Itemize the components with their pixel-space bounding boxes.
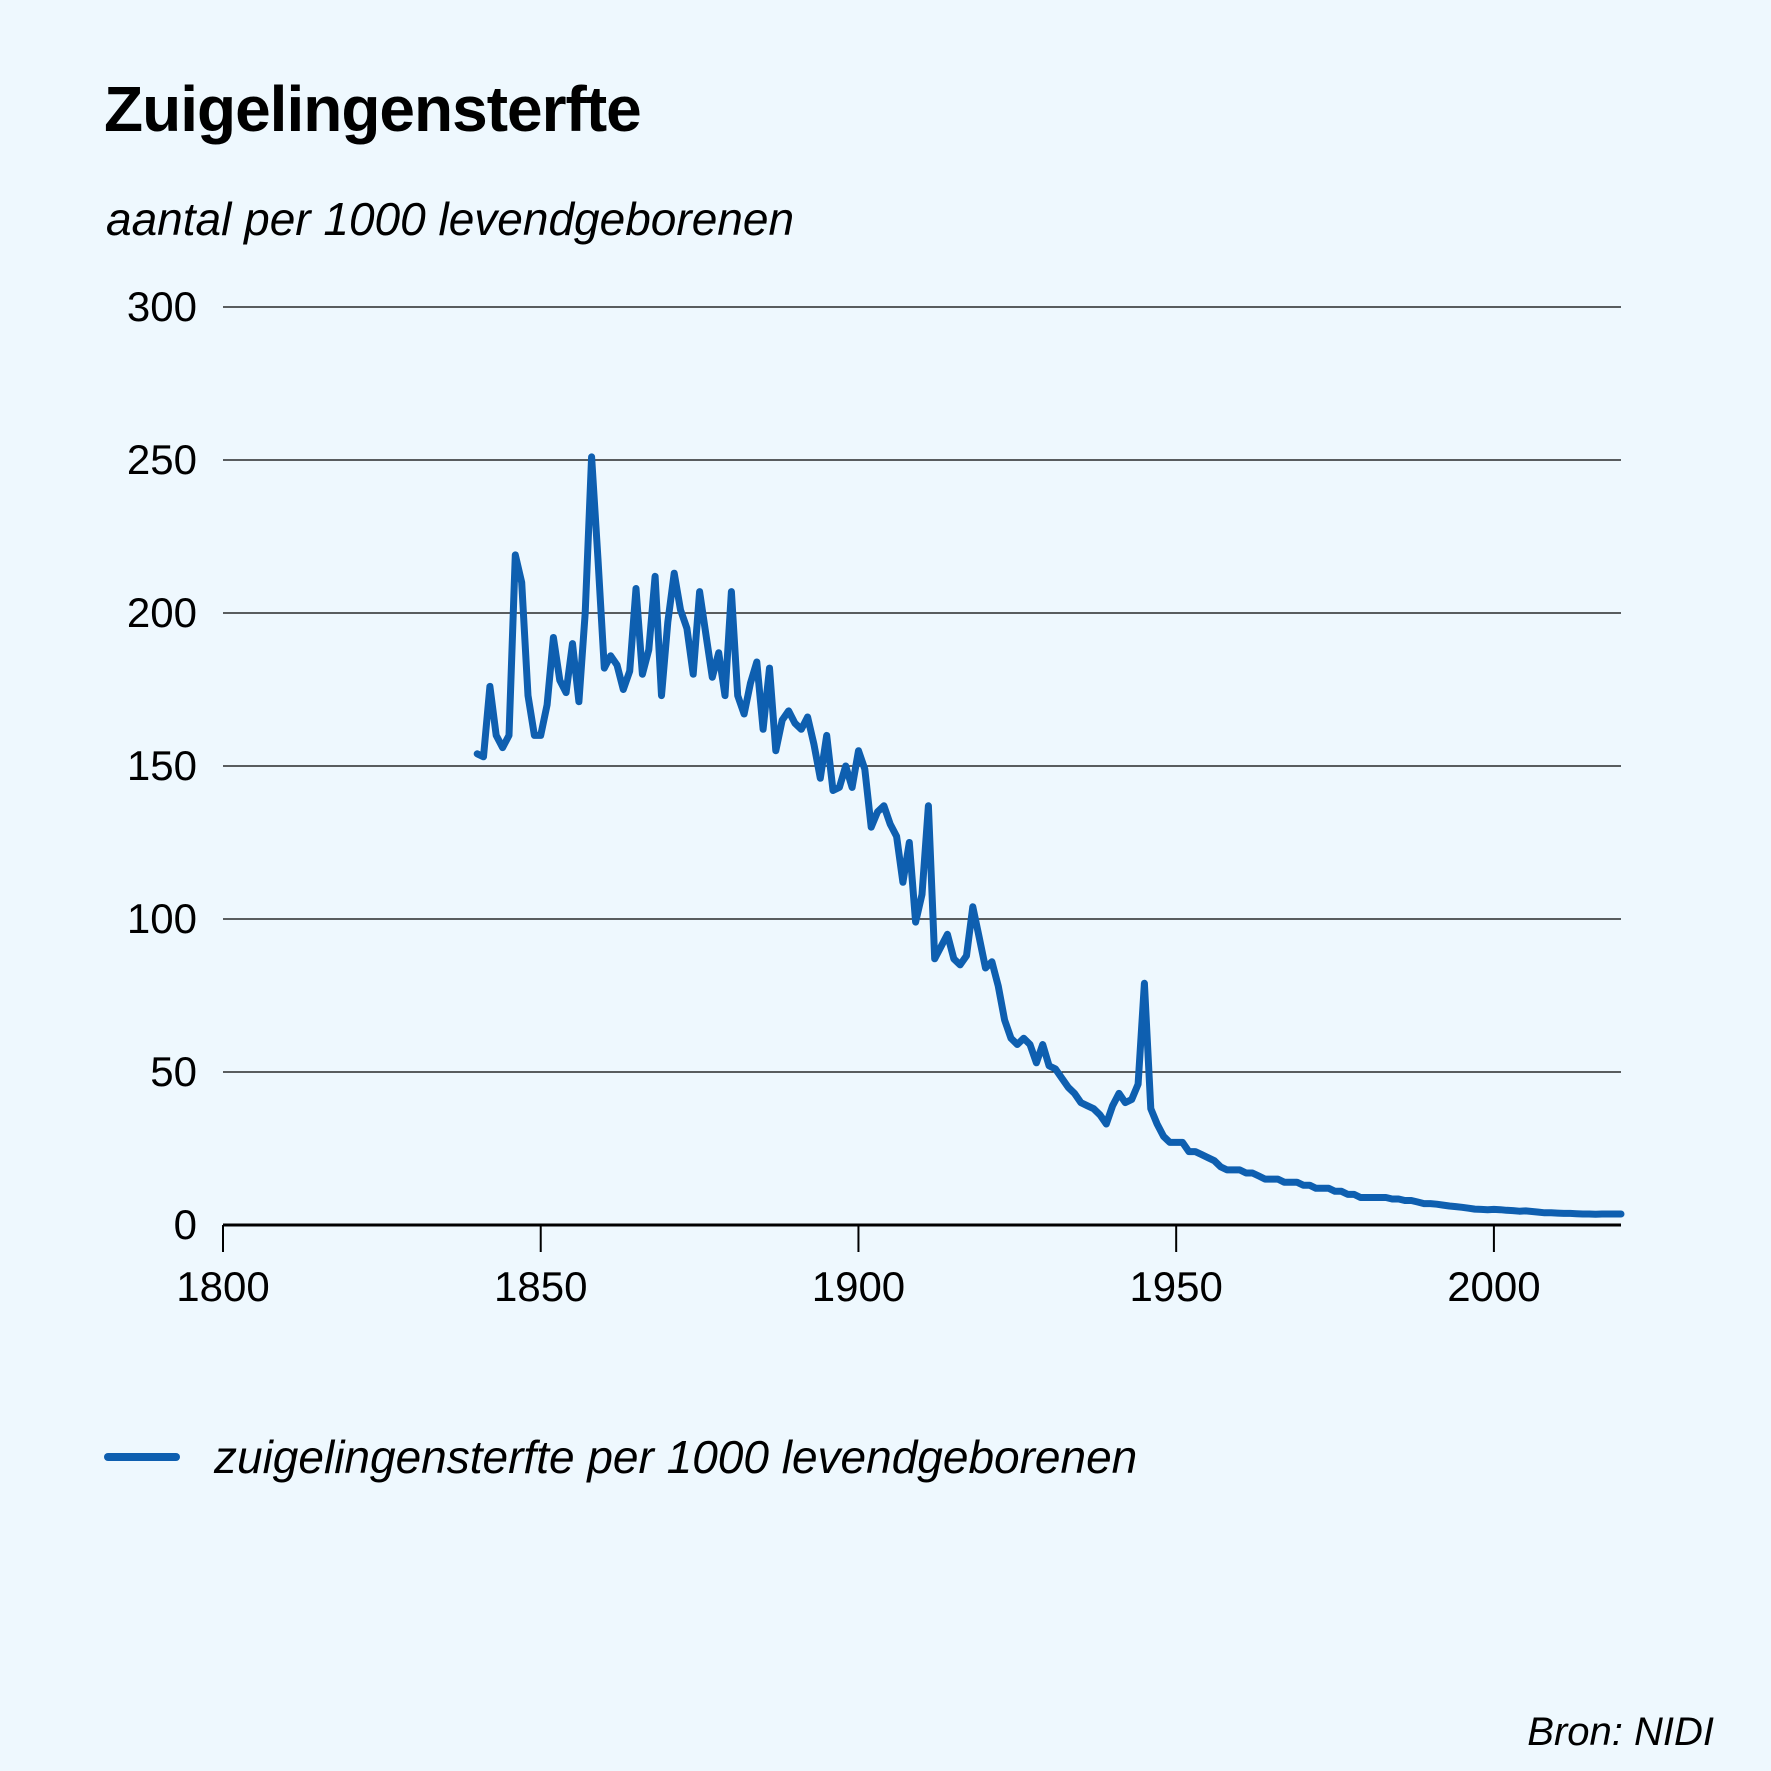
- series-line-0: [473, 453, 1625, 1218]
- chart-title: Zuigelingensterfte: [104, 73, 642, 145]
- source-note: Bron: NIDI: [1527, 1710, 1714, 1754]
- y-tick-label-50: 50: [150, 1048, 197, 1095]
- legend-swatch: [104, 1453, 180, 1461]
- y-tick-label-100: 100: [127, 895, 197, 942]
- chart-subtitle: aantal per 1000 levendgeborenen: [106, 193, 795, 245]
- x-tick-label-1950: 1950: [1129, 1263, 1222, 1310]
- legend-label: zuigelingensterfte per 1000 levendgebore…: [214, 1431, 1138, 1483]
- x-tick-label-1850: 1850: [494, 1263, 587, 1310]
- x-tick-label-1800: 1800: [176, 1263, 269, 1310]
- y-tick-label-250: 250: [127, 436, 197, 483]
- x-tick-label-1900: 1900: [812, 1263, 905, 1310]
- y-tick-label-0: 0: [174, 1201, 197, 1248]
- y-tick-label-200: 200: [127, 589, 197, 636]
- y-tick-label-150: 150: [127, 742, 197, 789]
- y-tick-label-300: 300: [127, 283, 197, 330]
- x-tick-label-2000: 2000: [1447, 1263, 1540, 1310]
- legend: zuigelingensterfte per 1000 levendgebore…: [104, 1430, 1137, 1484]
